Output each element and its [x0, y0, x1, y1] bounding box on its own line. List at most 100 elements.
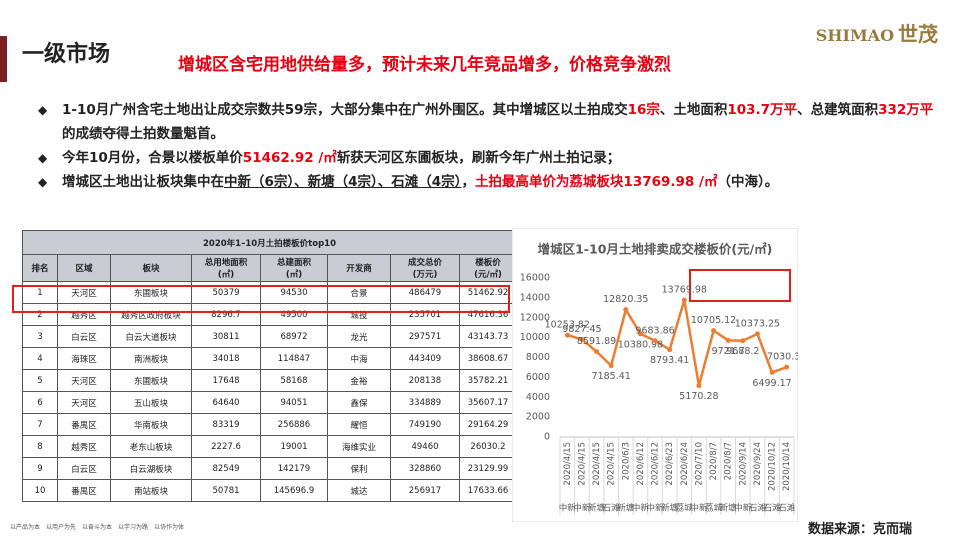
table-cell: 南洲板块: [110, 347, 192, 370]
accent-bar: [0, 36, 7, 82]
column-header: 开发商: [327, 254, 391, 282]
bullet-text: 增城区土地出让板块集中在: [62, 174, 224, 190]
data-label: 13769.98: [662, 285, 707, 296]
bullet-text: 51462.92 /㎡: [242, 150, 337, 166]
x-tick-label: 2020/6/12: [651, 442, 661, 486]
y-tick-label: 12000: [520, 312, 550, 323]
x-tick-label: 2020/6/3: [621, 442, 631, 480]
table-cell: 保利: [327, 457, 391, 480]
table-cell: 耀恒: [327, 413, 391, 436]
table-cell: 番禺区: [57, 413, 111, 436]
x-group-label: 中新: [559, 503, 577, 514]
x-group-label: 荔城: [705, 503, 723, 514]
table-row: 6 天河区 五山板块 64640 94051 鑫保 334889 35607.17: [22, 391, 517, 414]
table-cell: 五山板块: [110, 391, 192, 414]
column-header: 区域: [57, 254, 111, 282]
table-cell: 50781: [191, 479, 261, 502]
data-label: 9721.7: [712, 346, 745, 357]
table-cell: 17648: [191, 369, 261, 392]
x-tick-label: 2020/9/14: [738, 442, 748, 486]
x-group-label: 荔城: [676, 503, 694, 514]
table-cell: 鑫保: [327, 391, 391, 414]
table-cell: 天河区: [57, 369, 111, 392]
table-cell: 白云大道板块: [110, 325, 192, 348]
table-cell: 19001: [260, 435, 328, 458]
x-tick-label: 2020/9/24: [753, 442, 763, 486]
x-tick-label: 2020/10/12: [768, 442, 778, 491]
bullet-text: 中新（6宗）、新塘（4宗）、石滩（4宗）: [224, 174, 462, 190]
y-tick-label: 6000: [526, 372, 550, 383]
table-row: 9 白云区 白云湖板块 82549 142179 保利 328860 23129.99: [22, 457, 517, 480]
headline: 增城区含宅用地供给量多，预计未来几年竞品增多，价格竞争激烈: [178, 55, 671, 75]
x-tick-label: 2020/4/15: [577, 442, 587, 486]
data-label: 7185.41: [592, 371, 631, 382]
point: [740, 338, 746, 344]
table-row: 5 天河区 东圃板块 17648 58168 金裕 208138 35782.21: [22, 369, 517, 392]
table-cell: 白云湖板块: [110, 457, 192, 480]
data-label: 9827.45: [562, 324, 601, 335]
bullet-text: 土拍最高单价为荔城板块13769.98 /㎡: [474, 174, 718, 190]
table-cell: 7: [22, 413, 58, 436]
table-cell: 天河区: [57, 391, 111, 414]
data-label: 9688.2: [726, 346, 759, 357]
table-cell: 35782.21: [459, 369, 517, 392]
table-cell: 南站板块: [110, 479, 192, 502]
table-row: 10 番禺区 南站板块 50781 145696.9 城达 256917 17633.66: [22, 479, 517, 502]
table-cell: 142179: [260, 457, 328, 480]
table-cell: 9: [22, 457, 58, 480]
table-cell: 龙光: [327, 325, 391, 348]
table-cell: 34018: [191, 347, 261, 370]
table-cell: 49460: [390, 435, 460, 458]
table-cell: 94051: [260, 391, 328, 414]
table-cell: 208138: [390, 369, 460, 392]
source: 数据来源：克而瑞: [808, 522, 913, 537]
x-group-label: 中新: [573, 503, 591, 514]
column-header: 成交总价 (万元): [390, 254, 460, 282]
data-label: 10705.12: [691, 315, 736, 326]
table-cell: 中海: [327, 347, 391, 370]
table-cell: 82549: [191, 457, 261, 480]
header-row: 排名 区域 板块 总用地面积 (㎡) 总建面积 (㎡) 开发商 成交总价 (万元) 楼板价 (…: [22, 254, 517, 282]
x-tick-label: 2020/6/24: [680, 442, 690, 486]
table-row: 4 海珠区 南洲板块 34018 114847 中海 443409 38608.67: [22, 347, 517, 370]
data-label: 8793.41: [650, 355, 689, 366]
table-cell: 海维实业: [327, 435, 391, 458]
bullet-text: 今年10月份，合景以楼板单价: [62, 150, 243, 166]
point: [711, 328, 717, 334]
bullet-text: 、土地面积: [659, 102, 728, 118]
y-tick-label: 14000: [520, 292, 550, 303]
bullet-text: 的成绩夺得土拍数量魁首。: [62, 126, 224, 142]
x-tick-label: 2020/4/15: [563, 442, 573, 486]
table-cell: 749190: [390, 413, 460, 436]
highlight-box: [689, 269, 791, 302]
x-group-label: 新塘: [661, 503, 679, 514]
table-cell: 328860: [390, 457, 460, 480]
bullet-list: 1-10月广州含宅土地出让成交宗数共59宗，大部分集中在广州外围区。其中增城区以…: [38, 98, 938, 194]
table-cell: 5: [22, 369, 58, 392]
table-cell: 东圃板块: [110, 369, 192, 392]
x-group-label: 中新: [734, 503, 752, 514]
x-tick-label: 2020/8/7: [709, 442, 719, 480]
x-group-label: 石滩: [778, 503, 796, 514]
table-cell: 4: [22, 347, 58, 370]
data-label: 10380.98: [618, 339, 663, 350]
point: [754, 331, 760, 337]
table-cell: 145696.9: [260, 479, 328, 502]
data-label: 6499.17: [752, 378, 791, 389]
x-group-label: 石滩: [764, 503, 782, 514]
x-group-label: 石滩: [603, 503, 621, 514]
table-cell: 43143.73: [459, 325, 517, 348]
bullet: 1-10月广州含宅土地出让成交宗数共59宗，大部分集中在广州外围区。其中增城区以…: [38, 98, 938, 146]
y-tick-label: 16000: [520, 273, 550, 284]
table-cell: 3: [22, 325, 58, 348]
table-cell: 17633.66: [459, 479, 517, 502]
point: [608, 363, 614, 369]
table-title-row: 2020年1–10月土拍楼板价top10: [22, 230, 517, 255]
table-row: 7 番禺区 华南板块 83319 256886 耀恒 749190 29164.29: [22, 413, 517, 436]
table-cell: 443409: [390, 347, 460, 370]
table-cell: 白云区: [57, 325, 111, 348]
bullet-text: 16宗: [627, 102, 660, 118]
x-group-label: 新塘: [617, 503, 635, 514]
table-cell: 2227.6: [191, 435, 261, 458]
